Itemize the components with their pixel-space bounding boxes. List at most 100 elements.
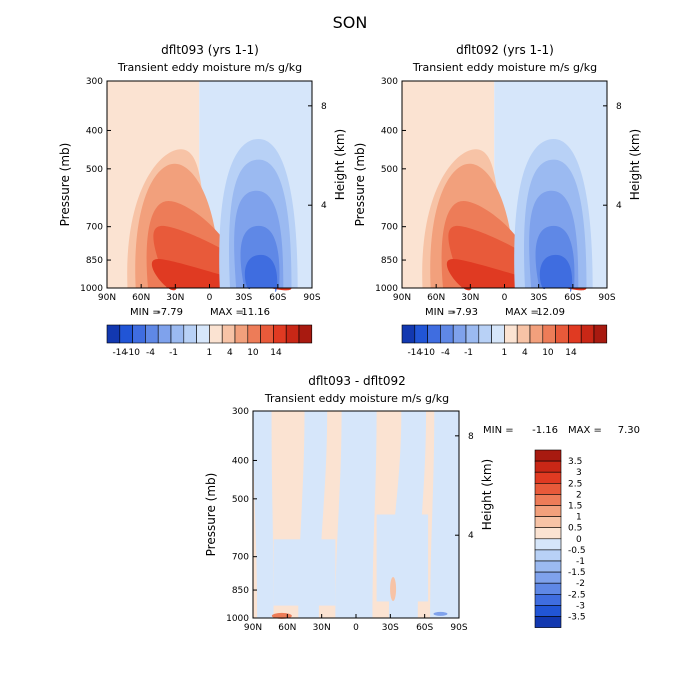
colorbar-box bbox=[119, 324, 133, 344]
x-tick-label: 60S bbox=[416, 623, 433, 633]
min-value: -7.93 bbox=[452, 307, 478, 318]
min-value: -7.79 bbox=[157, 307, 183, 318]
panel-title: dflt092 (yrs 1-1) bbox=[456, 43, 554, 57]
colorbar-label: -1 bbox=[464, 348, 473, 358]
colorbar-label: -4 bbox=[441, 348, 450, 358]
colorbar-box bbox=[491, 324, 505, 344]
contour-fill bbox=[273, 539, 336, 606]
colorbar-label: 1 bbox=[207, 348, 213, 358]
colorbar-box bbox=[170, 324, 185, 344]
x-tick-label: 0 bbox=[207, 293, 213, 303]
x-tick-label: 90N bbox=[393, 293, 411, 303]
contour-fill bbox=[244, 254, 278, 293]
x-tick-label: 30N bbox=[313, 623, 331, 633]
y-tick-label: 500 bbox=[381, 165, 398, 175]
colorbar-box bbox=[478, 324, 492, 344]
colorbar-box bbox=[452, 324, 467, 344]
colorbar-box bbox=[534, 471, 562, 484]
y-tick-label: 700 bbox=[381, 223, 398, 233]
min-label: MIN = bbox=[483, 425, 514, 436]
y-axis-title: Pressure (mb) bbox=[204, 473, 218, 557]
contour-fill bbox=[376, 514, 429, 602]
y-tick-label: 850 bbox=[86, 256, 103, 266]
max-value: 11.16 bbox=[241, 307, 270, 318]
colorbar-box bbox=[534, 505, 562, 517]
x-tick-label: 90S bbox=[598, 293, 615, 303]
colorbar-box bbox=[534, 549, 562, 562]
contour-fill bbox=[335, 411, 377, 618]
panel-subtitle: Transient eddy moisture m/s g/kg bbox=[264, 392, 449, 405]
colorbar-label: -4 bbox=[146, 348, 155, 358]
colorbar-label: 2 bbox=[576, 490, 582, 500]
contour-fill bbox=[151, 259, 292, 291]
colorbar-box bbox=[221, 324, 236, 344]
x-tick-label: 60S bbox=[564, 293, 581, 303]
y-tick-label: 1000 bbox=[226, 614, 249, 624]
colorbar-box bbox=[529, 324, 544, 344]
x-tick-label: 30N bbox=[461, 293, 479, 303]
colorbar-box bbox=[568, 324, 582, 344]
colorbar-box bbox=[285, 324, 300, 344]
y-tick-label: 700 bbox=[86, 223, 103, 233]
colorbar-label: -1 bbox=[169, 348, 178, 358]
y-tick-label: 300 bbox=[86, 77, 103, 87]
x-tick-label: 90N bbox=[244, 623, 262, 633]
colorbar-box bbox=[534, 527, 562, 540]
panel-dflt092: dflt092 (yrs 1-1) Transient eddy moistur… bbox=[353, 43, 642, 358]
colorbar-box bbox=[542, 324, 556, 344]
y-tick-label: 400 bbox=[86, 126, 103, 136]
colorbar-label: 10 bbox=[247, 348, 259, 358]
y-axis-title: Pressure (mb) bbox=[58, 143, 72, 227]
colorbar-label: 14 bbox=[565, 348, 577, 358]
colorbar-label: 2.5 bbox=[568, 479, 582, 489]
x-tick-label: 60N bbox=[427, 293, 445, 303]
colorbar-label: 3.5 bbox=[568, 457, 582, 467]
colorbar-box bbox=[106, 324, 121, 344]
colorbar-box bbox=[534, 494, 562, 506]
colorbar-box bbox=[534, 516, 562, 528]
colorbar-box bbox=[534, 460, 562, 473]
colorbar-box bbox=[516, 324, 531, 344]
x-tick-label: 90S bbox=[450, 623, 467, 633]
panel-subtitle: Transient eddy moisture m/s g/kg bbox=[117, 61, 302, 74]
y-tick-label: 400 bbox=[381, 126, 398, 136]
colorbar-box bbox=[234, 324, 249, 344]
y-right-tick-label: 8 bbox=[468, 432, 474, 442]
x-tick-label: 60N bbox=[278, 623, 296, 633]
colorbar-box bbox=[273, 324, 287, 344]
max-label: MAX = bbox=[568, 425, 602, 436]
colorbar-box bbox=[196, 324, 210, 344]
colorbar-label: -10 bbox=[420, 348, 435, 358]
y-right-axis-title: Height (km) bbox=[333, 129, 347, 200]
y-right-tick-label: 4 bbox=[616, 201, 622, 211]
colorbar-box bbox=[183, 324, 197, 344]
panel-subtitle: Transient eddy moisture m/s g/kg bbox=[412, 61, 597, 74]
y-tick-label: 300 bbox=[232, 407, 249, 417]
contour-fill bbox=[539, 254, 573, 293]
colorbar-label: -3.5 bbox=[568, 613, 586, 623]
min-value: -1.16 bbox=[532, 425, 558, 436]
colorbar-box bbox=[534, 560, 562, 573]
x-tick-label: 60N bbox=[132, 293, 150, 303]
colorbar-box bbox=[247, 324, 261, 344]
x-tick-label: 60S bbox=[269, 293, 286, 303]
x-tick-label: 0 bbox=[502, 293, 508, 303]
x-tick-label: 30S bbox=[382, 623, 399, 633]
contour-fill bbox=[430, 411, 459, 618]
colorbar-box bbox=[465, 324, 480, 344]
x-tick-label: 90N bbox=[98, 293, 116, 303]
colorbar-label: 10 bbox=[542, 348, 554, 358]
colorbar-label: -1.5 bbox=[568, 568, 586, 578]
colorbar-label: 0 bbox=[576, 535, 582, 545]
y-tick-label: 1000 bbox=[80, 284, 103, 294]
y-tick-label: 1000 bbox=[375, 284, 398, 294]
colorbar-label: -2 bbox=[576, 579, 585, 589]
y-right-tick-label: 4 bbox=[321, 201, 327, 211]
colorbar-box bbox=[534, 593, 562, 606]
colorbar-box bbox=[534, 482, 562, 495]
panel-dflt093: dflt093 (yrs 1-1) Transient eddy moistur… bbox=[58, 43, 347, 358]
colorbar-box bbox=[440, 324, 454, 344]
x-tick-label: 30S bbox=[235, 293, 252, 303]
x-tick-label: 90S bbox=[303, 293, 320, 303]
